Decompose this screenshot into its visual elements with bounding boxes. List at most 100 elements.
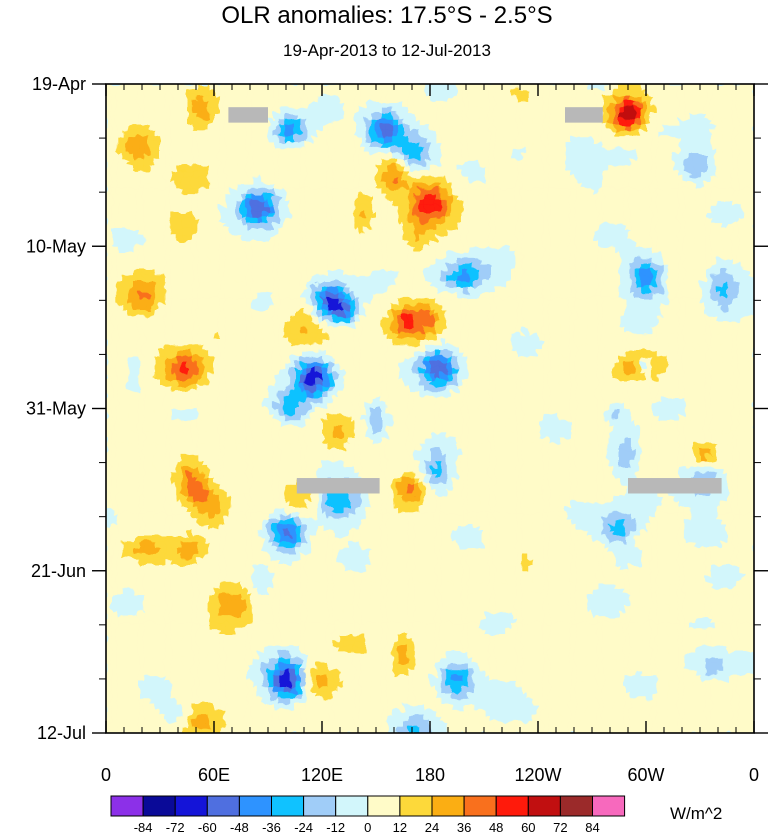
anomaly-cell — [656, 223, 663, 230]
anomaly-cell — [160, 321, 166, 328]
anomaly-cell — [527, 130, 534, 137]
anomaly-cell — [538, 118, 544, 126]
anomaly-cell — [359, 217, 366, 224]
anomaly-cell — [586, 356, 593, 363]
anomaly-cell — [181, 286, 188, 294]
anomaly-cell — [505, 333, 512, 340]
anomaly-cell — [413, 159, 420, 166]
anomaly-cell — [613, 286, 620, 294]
anomaly-cell — [343, 165, 350, 172]
anomaly-cell — [592, 246, 598, 253]
anomaly-cell — [565, 124, 571, 131]
anomaly-cell — [359, 327, 366, 334]
anomaly-cell — [154, 141, 161, 149]
anomaly-cell — [700, 263, 706, 271]
anomaly-cell — [273, 95, 280, 102]
anomaly-cell — [241, 147, 247, 155]
anomaly-cell — [624, 141, 631, 149]
anomaly-cell — [397, 252, 404, 259]
anomaly-cell — [451, 136, 458, 143]
anomaly-cell — [554, 170, 561, 178]
anomaly-cell — [667, 217, 674, 224]
anomaly-cell — [208, 350, 215, 357]
anomaly-cell — [694, 257, 701, 265]
anomaly-cell — [241, 194, 247, 201]
anomaly-cell — [354, 338, 361, 346]
anomaly-cell — [662, 217, 669, 224]
anomaly-cell — [230, 176, 237, 184]
anomaly-cell — [581, 315, 588, 323]
anomaly-cell — [116, 338, 123, 346]
anomaly-cell — [548, 188, 555, 195]
anomaly-cell — [489, 112, 496, 120]
anomaly-cell — [732, 141, 739, 149]
anomaly-cell — [721, 136, 728, 143]
anomaly-cell — [748, 223, 754, 230]
anomaly-cell — [592, 95, 598, 102]
anomaly-cell — [651, 165, 658, 172]
anomaly-cell — [619, 205, 625, 213]
anomaly-cell — [165, 240, 172, 247]
anomaly-cell — [640, 217, 647, 224]
anomaly-cell — [651, 211, 658, 218]
anomaly-cell — [268, 211, 274, 218]
anomaly-cell — [170, 292, 177, 299]
anomaly-cell — [214, 344, 220, 352]
anomaly-cell — [203, 246, 210, 253]
anomaly-cell — [203, 234, 210, 242]
anomaly-cell — [165, 176, 172, 184]
anomaly-cell — [656, 107, 663, 114]
anomaly-cell — [597, 327, 604, 334]
anomaly-cell — [673, 136, 679, 143]
anomaly-cell — [143, 194, 150, 201]
anomaly-cell — [727, 327, 733, 334]
anomaly-cell — [489, 147, 496, 155]
anomaly-cell — [133, 333, 139, 340]
anomaly-cell — [397, 188, 404, 195]
anomaly-cell — [203, 130, 210, 137]
anomaly-cell — [349, 112, 355, 120]
anomaly-cell — [608, 304, 615, 311]
anomaly-cell — [689, 159, 696, 166]
anomaly-cell — [251, 130, 258, 137]
anomaly-cell — [581, 240, 588, 247]
anomaly-cell — [278, 269, 285, 276]
anomaly-cell — [149, 124, 156, 131]
anomaly-cell — [543, 217, 550, 224]
anomaly-cell — [640, 292, 647, 299]
anomaly-cell — [424, 170, 431, 178]
anomaly-cell — [559, 304, 566, 311]
anomaly-cell — [235, 356, 242, 363]
anomaly-cell — [219, 165, 226, 172]
anomaly-cell — [381, 176, 388, 184]
anomaly-cell — [505, 298, 512, 305]
anomaly-cell — [246, 199, 253, 207]
anomaly-cell — [667, 118, 674, 126]
anomaly-cell — [511, 304, 517, 311]
anomaly-cell — [197, 147, 204, 155]
anomaly-cell — [505, 304, 512, 311]
anomaly-cell — [424, 228, 431, 236]
anomaly-cell — [246, 95, 253, 102]
anomaly-cell — [397, 223, 404, 230]
anomaly-cell — [543, 101, 550, 108]
anomaly-cell — [424, 101, 431, 108]
anomaly-cell — [500, 141, 507, 149]
anomaly-cell — [170, 321, 177, 328]
anomaly-cell — [732, 89, 739, 97]
anomaly-cell — [111, 124, 118, 131]
anomaly-cell — [349, 257, 355, 265]
anomaly-cell — [732, 292, 739, 299]
anomaly-cell — [165, 141, 172, 149]
anomaly-cell — [678, 304, 685, 311]
anomaly-cell — [403, 188, 409, 195]
anomaly-cell — [386, 252, 393, 259]
anomaly-cell — [181, 95, 188, 102]
anomaly-cell — [656, 165, 663, 172]
anomaly-cell — [332, 199, 339, 207]
anomaly-cell — [608, 315, 615, 323]
anomaly-cell — [170, 246, 177, 253]
anomaly-cell — [241, 101, 247, 108]
anomaly-cell — [122, 112, 129, 120]
anomaly-cell — [457, 217, 463, 224]
